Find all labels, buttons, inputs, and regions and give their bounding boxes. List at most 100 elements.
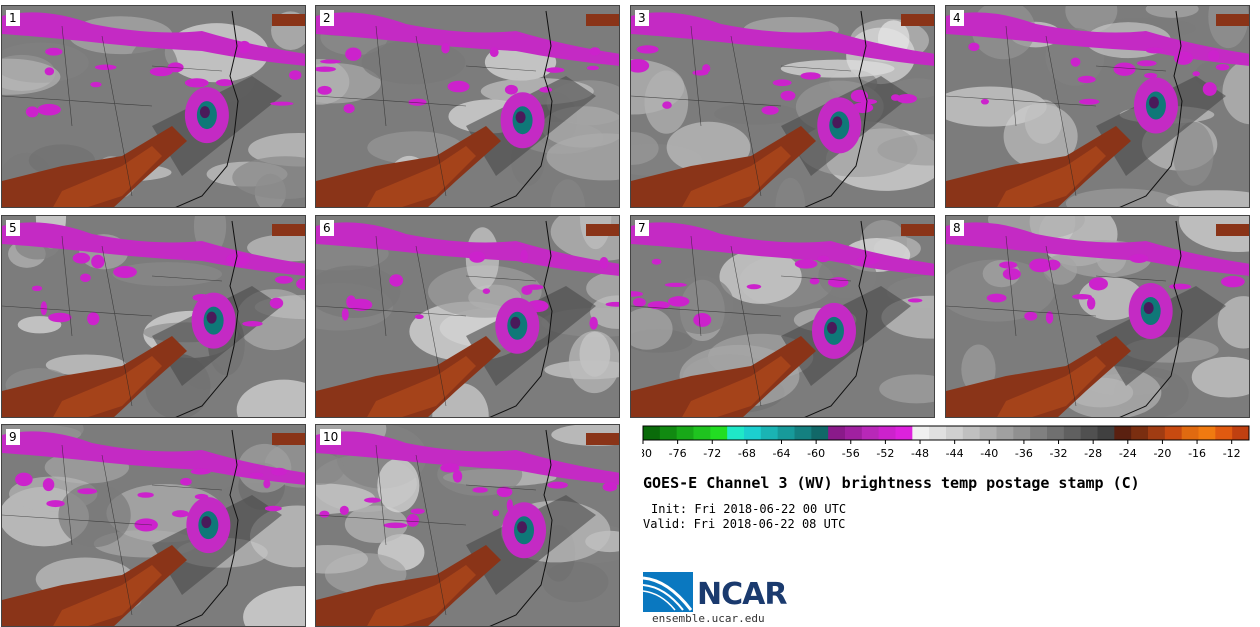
state-borders bbox=[631, 235, 852, 407]
cold-cloud-patch bbox=[1192, 71, 1200, 77]
state-borders bbox=[316, 25, 537, 197]
logo-wordmark: NCAR bbox=[697, 577, 787, 612]
cloud-shade bbox=[316, 544, 368, 574]
colorbar-frame bbox=[642, 425, 1250, 441]
panel-number-10: 10 bbox=[320, 429, 342, 445]
cold-cloud-patch bbox=[599, 256, 609, 269]
colorbar-swatch bbox=[676, 426, 694, 440]
cold-cloud-patch bbox=[850, 89, 869, 103]
cold-cloud-band bbox=[316, 12, 619, 66]
cold-cloud-patch bbox=[414, 314, 424, 320]
state-borders bbox=[2, 444, 223, 616]
cloud-shade bbox=[1191, 356, 1249, 398]
colorbar-swatch bbox=[996, 426, 1014, 440]
cold-cloud-patch bbox=[408, 98, 427, 106]
dry-region bbox=[946, 336, 1131, 417]
init-time: Init: Fri 2018-06-22 00 UTC bbox=[651, 502, 847, 516]
cloud-shade bbox=[377, 458, 420, 513]
cold-cloud-patch bbox=[469, 251, 486, 263]
coastline bbox=[804, 220, 868, 417]
wv-map-6 bbox=[316, 216, 619, 417]
colorbar-tick-label: -44 bbox=[946, 447, 964, 460]
cold-cloud-patch bbox=[702, 64, 711, 74]
wv-map-3 bbox=[631, 6, 934, 207]
cold-cloud-patch bbox=[986, 293, 1007, 303]
cold-cloud-patch bbox=[980, 98, 989, 105]
coastline bbox=[489, 429, 553, 626]
cloud-shade bbox=[112, 262, 222, 287]
site-url: ensemble.ucar.edu bbox=[652, 612, 765, 625]
dry-band bbox=[1096, 286, 1226, 386]
colorbar-tick-label: -16 bbox=[1188, 447, 1206, 460]
colorbar-swatch bbox=[659, 426, 678, 440]
colorbar-tick-label: -40 bbox=[980, 447, 998, 460]
cold-cloud-patch bbox=[296, 277, 305, 290]
panel-number-1: 1 bbox=[6, 10, 20, 26]
panel-number-4: 4 bbox=[950, 10, 964, 26]
cold-cloud-band bbox=[2, 431, 305, 485]
cold-cloud-patch bbox=[636, 45, 659, 54]
storm-top bbox=[1148, 96, 1159, 109]
panel-number-3: 3 bbox=[635, 10, 649, 26]
cold-cloud-patch bbox=[1072, 293, 1092, 300]
cold-cloud-patch bbox=[91, 254, 105, 269]
cold-cloud-patch bbox=[72, 252, 91, 264]
dry-region-ne bbox=[586, 14, 619, 26]
dry-region-core bbox=[997, 356, 1106, 417]
colorbar-swatch bbox=[828, 426, 846, 440]
cold-cloud-patch bbox=[15, 472, 33, 487]
cold-cloud-patch bbox=[1145, 47, 1164, 54]
colorbar-tick-label: -76 bbox=[669, 447, 687, 460]
cold-cloud-patch bbox=[761, 105, 779, 115]
cold-cloud-patch bbox=[447, 80, 470, 93]
cold-cloud-patch bbox=[1087, 296, 1096, 310]
dry-region-ne bbox=[272, 433, 305, 445]
cold-cloud-patch bbox=[539, 86, 553, 93]
cold-cloud-patch bbox=[1024, 311, 1038, 321]
colorbar-swatch bbox=[1030, 426, 1048, 440]
wv-map-1 bbox=[2, 6, 305, 207]
dry-region-ne bbox=[586, 224, 619, 236]
cloud-shade bbox=[667, 275, 734, 335]
cold-cloud-patch bbox=[410, 508, 425, 515]
coastline bbox=[1119, 10, 1183, 207]
cloud-shade bbox=[17, 316, 62, 334]
postage-stamp-panel-10: 10 bbox=[315, 424, 620, 627]
cold-cloud-patch bbox=[180, 477, 192, 486]
coastline bbox=[1119, 220, 1183, 417]
cold-cloud-patch bbox=[341, 308, 349, 321]
coastline bbox=[489, 10, 553, 207]
cold-cloud-patch bbox=[263, 479, 271, 489]
cold-cloud-patch bbox=[1144, 72, 1158, 79]
state-borders bbox=[316, 444, 537, 616]
dry-region-ne bbox=[586, 433, 619, 445]
cold-cloud-patch bbox=[489, 47, 499, 58]
cold-cloud-patch bbox=[149, 67, 173, 77]
cold-cloud-patch bbox=[664, 282, 687, 287]
dry-region-core bbox=[367, 565, 476, 626]
dry-region bbox=[631, 126, 816, 207]
colorbar-swatch bbox=[643, 426, 661, 440]
cold-cloud-patch bbox=[999, 261, 1018, 269]
colorbar-swatch bbox=[1013, 426, 1031, 440]
storm-top bbox=[517, 521, 528, 534]
cold-cloud-patch bbox=[1045, 311, 1054, 324]
colorbar-tick-label: -72 bbox=[703, 447, 721, 460]
cloud-shade bbox=[1222, 59, 1249, 125]
cold-cloud-patch bbox=[237, 40, 251, 54]
cold-cloud-patch bbox=[809, 277, 820, 285]
cold-cloud-patch bbox=[746, 284, 762, 290]
coastline bbox=[175, 429, 239, 626]
cloud-shade bbox=[1166, 190, 1249, 207]
dry-region bbox=[2, 336, 187, 417]
cold-cloud-patch bbox=[589, 316, 598, 330]
cold-cloud-patch bbox=[693, 312, 712, 327]
cold-cloud-patch bbox=[317, 85, 332, 95]
cloud-shade bbox=[1024, 99, 1062, 144]
cloud-shade bbox=[236, 379, 305, 417]
cold-cloud-patch bbox=[968, 42, 980, 52]
cloud-shade bbox=[316, 483, 376, 515]
colorbar-tick-label: -52 bbox=[876, 447, 894, 460]
cold-cloud-patch bbox=[856, 256, 880, 265]
cold-cloud-patch bbox=[137, 492, 154, 498]
